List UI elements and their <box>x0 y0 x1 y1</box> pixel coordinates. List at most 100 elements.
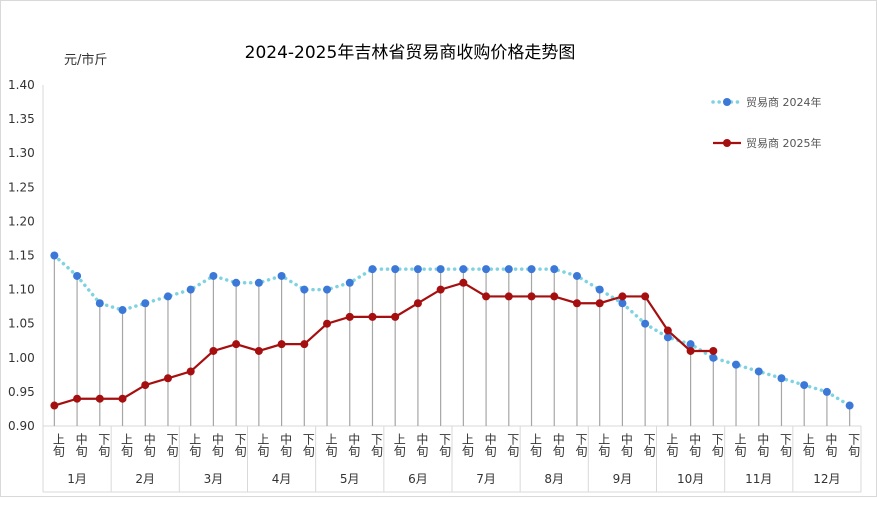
data-point-2024 <box>754 367 763 376</box>
period-label: 中旬 <box>756 432 770 457</box>
data-point-2024 <box>504 265 513 274</box>
data-point-2025 <box>141 381 150 390</box>
data-point-2025 <box>345 312 354 321</box>
data-point-2025 <box>95 394 104 403</box>
y-tick-label: 0.90 <box>8 419 35 433</box>
y-tick-label: 1.15 <box>8 249 35 263</box>
period-label: 上旬 <box>801 433 815 457</box>
period-label: 上旬 <box>188 433 202 457</box>
data-point-2025 <box>118 394 127 403</box>
period-label: 中旬 <box>824 432 838 457</box>
data-point-2024 <box>845 401 854 410</box>
data-point-2024 <box>459 265 468 274</box>
data-point-2025 <box>277 340 286 349</box>
y-axis-unit: 元/市斤 <box>64 52 107 68</box>
month-label: 11月 <box>745 472 772 486</box>
period-label: 上旬 <box>324 433 338 457</box>
data-point-2024 <box>436 265 445 274</box>
data-point-2024 <box>345 278 354 287</box>
period-label: 下旬 <box>301 433 315 457</box>
month-label: 2月 <box>135 472 155 486</box>
data-point-2024 <box>800 381 809 390</box>
data-point-2025 <box>686 346 695 355</box>
period-label: 上旬 <box>120 433 134 457</box>
period-label: 上旬 <box>460 433 474 457</box>
data-point-2024 <box>186 285 195 294</box>
period-label: 下旬 <box>233 433 247 457</box>
legend-marker <box>723 139 731 147</box>
data-point-2025 <box>459 278 468 287</box>
data-point-2025 <box>300 340 309 349</box>
data-point-2024 <box>641 319 650 328</box>
y-tick-label: 1.00 <box>8 351 35 365</box>
y-tick-label: 1.25 <box>8 180 35 194</box>
data-point-2024 <box>323 285 332 294</box>
data-point-2025 <box>527 292 536 301</box>
data-point-2024 <box>391 265 400 274</box>
period-label: 下旬 <box>710 433 724 457</box>
data-point-2024 <box>73 271 82 280</box>
data-point-2024 <box>572 271 581 280</box>
data-point-2024 <box>663 333 672 342</box>
data-point-2025 <box>323 319 332 328</box>
period-label: 下旬 <box>438 433 452 457</box>
data-point-2025 <box>73 394 82 403</box>
month-label: 7月 <box>476 472 496 486</box>
y-tick-label: 1.20 <box>8 214 35 228</box>
period-label: 中旬 <box>74 432 88 457</box>
period-label: 上旬 <box>733 433 747 457</box>
data-point-2024 <box>50 251 59 260</box>
month-label: 5月 <box>340 472 360 486</box>
y-tick-label: 1.30 <box>8 146 35 160</box>
data-point-2024 <box>232 278 241 287</box>
data-point-2025 <box>618 292 627 301</box>
chart-title: 2024-2025年吉林省贸易商收购价格走势图 <box>245 43 576 63</box>
data-point-2024 <box>618 299 627 308</box>
period-label: 下旬 <box>778 433 792 457</box>
month-label: 9月 <box>613 472 633 486</box>
period-label: 下旬 <box>642 433 656 457</box>
month-label: 8月 <box>544 472 564 486</box>
period-label: 上旬 <box>51 433 65 457</box>
data-point-2024 <box>300 285 309 294</box>
data-point-2025 <box>482 292 491 301</box>
data-point-2024 <box>686 340 695 349</box>
data-point-2025 <box>595 299 604 308</box>
period-label: 中旬 <box>483 432 497 457</box>
period-label: 中旬 <box>347 432 361 457</box>
period-label: 上旬 <box>665 433 679 457</box>
data-point-2025 <box>209 346 218 355</box>
month-label: 10月 <box>677 472 704 486</box>
legend-label: 贸易商 2024年 <box>746 95 822 109</box>
data-point-2024 <box>709 353 718 362</box>
period-label: 中旬 <box>142 432 156 457</box>
data-point-2024 <box>209 271 218 280</box>
period-label: 下旬 <box>506 433 520 457</box>
period-label: 下旬 <box>369 433 383 457</box>
period-label: 中旬 <box>688 432 702 457</box>
data-point-2024 <box>482 265 491 274</box>
data-point-2025 <box>413 299 422 308</box>
data-point-2024 <box>413 265 422 274</box>
month-label: 1月 <box>67 472 87 486</box>
data-point-2024 <box>550 265 559 274</box>
data-point-2024 <box>822 387 831 396</box>
data-point-2024 <box>595 285 604 294</box>
month-label: 3月 <box>204 472 224 486</box>
period-label: 中旬 <box>210 432 224 457</box>
y-tick-label: 1.35 <box>8 112 35 126</box>
period-label: 中旬 <box>551 432 565 457</box>
data-point-2024 <box>368 265 377 274</box>
data-point-2025 <box>436 285 445 294</box>
legend-marker <box>723 98 731 106</box>
month-label: 6月 <box>408 472 428 486</box>
data-point-2024 <box>277 271 286 280</box>
legend-label: 贸易商 2025年 <box>746 136 822 150</box>
data-point-2025 <box>572 299 581 308</box>
data-point-2025 <box>550 292 559 301</box>
data-point-2024 <box>254 278 263 287</box>
month-label: 12月 <box>813 472 840 486</box>
period-label: 上旬 <box>392 433 406 457</box>
data-point-2025 <box>232 340 241 349</box>
month-label: 4月 <box>272 472 292 486</box>
